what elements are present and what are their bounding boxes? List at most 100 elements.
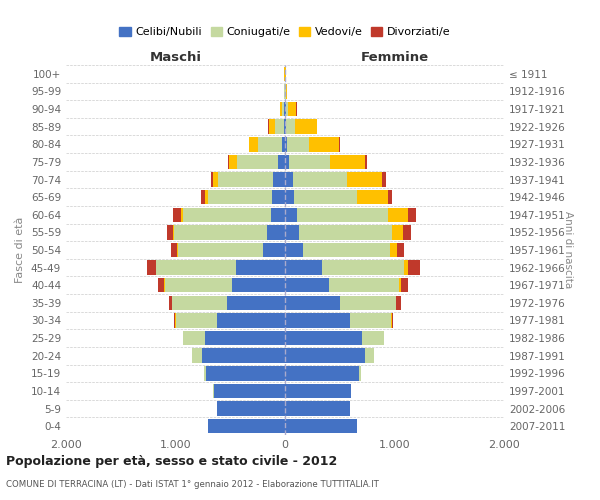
- Bar: [181, 208, 183, 222]
- Bar: [285, 296, 340, 310]
- Bar: [250, 137, 258, 152]
- Legend: Celibi/Nubili, Coniugati/e, Vedovi/e, Divorziati/e: Celibi/Nubili, Coniugati/e, Vedovi/e, Di…: [115, 22, 455, 42]
- Bar: [169, 296, 172, 310]
- Bar: [390, 243, 397, 257]
- Text: COMUNE DI TERRACINA (LT) - Dati ISTAT 1° gennaio 2012 - Elaborazione TUTTITALIA.: COMUNE DI TERRACINA (LT) - Dati ISTAT 1°…: [6, 480, 379, 489]
- Bar: [170, 243, 177, 257]
- Bar: [308, 137, 339, 152]
- Bar: [388, 190, 392, 204]
- Y-axis label: Anni di nascita: Anni di nascita: [563, 212, 572, 288]
- Bar: [285, 120, 286, 134]
- Bar: [362, 331, 383, 345]
- Bar: [285, 137, 287, 152]
- Bar: [271, 208, 285, 222]
- Bar: [183, 331, 205, 345]
- Bar: [206, 366, 285, 380]
- Bar: [268, 225, 285, 240]
- Bar: [285, 348, 365, 363]
- Bar: [286, 84, 287, 98]
- Bar: [295, 120, 317, 134]
- Bar: [211, 172, 213, 186]
- Bar: [156, 260, 236, 275]
- Bar: [285, 243, 302, 257]
- Bar: [205, 190, 208, 204]
- Text: Femmine: Femmine: [361, 51, 428, 64]
- Bar: [299, 225, 392, 240]
- Bar: [167, 225, 173, 240]
- Bar: [282, 137, 285, 152]
- Bar: [229, 154, 237, 169]
- Bar: [285, 419, 357, 434]
- Bar: [272, 190, 285, 204]
- Bar: [294, 190, 357, 204]
- Bar: [258, 137, 282, 152]
- Bar: [340, 296, 395, 310]
- Bar: [322, 260, 404, 275]
- Bar: [285, 190, 294, 204]
- Bar: [285, 260, 322, 275]
- Bar: [285, 384, 350, 398]
- Bar: [178, 243, 263, 257]
- Bar: [285, 314, 350, 328]
- Bar: [213, 172, 218, 186]
- Bar: [395, 296, 397, 310]
- Bar: [285, 225, 299, 240]
- Bar: [208, 190, 272, 204]
- Bar: [287, 137, 308, 152]
- Bar: [397, 243, 404, 257]
- Bar: [218, 172, 273, 186]
- Bar: [237, 154, 278, 169]
- Bar: [176, 314, 217, 328]
- Bar: [285, 402, 350, 416]
- Bar: [204, 366, 206, 380]
- Bar: [289, 154, 330, 169]
- Bar: [174, 314, 175, 328]
- Bar: [282, 102, 284, 117]
- Bar: [263, 243, 285, 257]
- Bar: [173, 225, 175, 240]
- Bar: [273, 172, 285, 186]
- Bar: [278, 154, 285, 169]
- Bar: [202, 348, 285, 363]
- Bar: [217, 314, 285, 328]
- Bar: [359, 366, 361, 380]
- Bar: [357, 190, 388, 204]
- Bar: [217, 402, 285, 416]
- Bar: [158, 278, 164, 292]
- Bar: [365, 348, 374, 363]
- Bar: [286, 120, 295, 134]
- Bar: [288, 102, 296, 117]
- Bar: [392, 314, 394, 328]
- Bar: [208, 419, 285, 434]
- Bar: [397, 296, 401, 310]
- Bar: [175, 225, 268, 240]
- Bar: [173, 208, 181, 222]
- Bar: [227, 296, 285, 310]
- Bar: [214, 384, 285, 398]
- Bar: [285, 208, 297, 222]
- Bar: [347, 172, 382, 186]
- Bar: [330, 154, 365, 169]
- Bar: [302, 243, 390, 257]
- Bar: [399, 278, 401, 292]
- Bar: [280, 102, 282, 117]
- Bar: [201, 190, 205, 204]
- Bar: [236, 260, 285, 275]
- Bar: [232, 278, 285, 292]
- Bar: [404, 260, 407, 275]
- Bar: [388, 208, 407, 222]
- Bar: [285, 172, 293, 186]
- Bar: [407, 260, 419, 275]
- Bar: [365, 154, 367, 169]
- Bar: [285, 154, 289, 169]
- Bar: [172, 296, 227, 310]
- Bar: [192, 348, 202, 363]
- Bar: [285, 278, 329, 292]
- Bar: [297, 208, 388, 222]
- Bar: [350, 314, 391, 328]
- Bar: [401, 278, 408, 292]
- Bar: [228, 154, 229, 169]
- Y-axis label: Fasce di età: Fasce di età: [16, 217, 25, 283]
- Text: Popolazione per età, sesso e stato civile - 2012: Popolazione per età, sesso e stato civil…: [6, 455, 337, 468]
- Bar: [293, 172, 347, 186]
